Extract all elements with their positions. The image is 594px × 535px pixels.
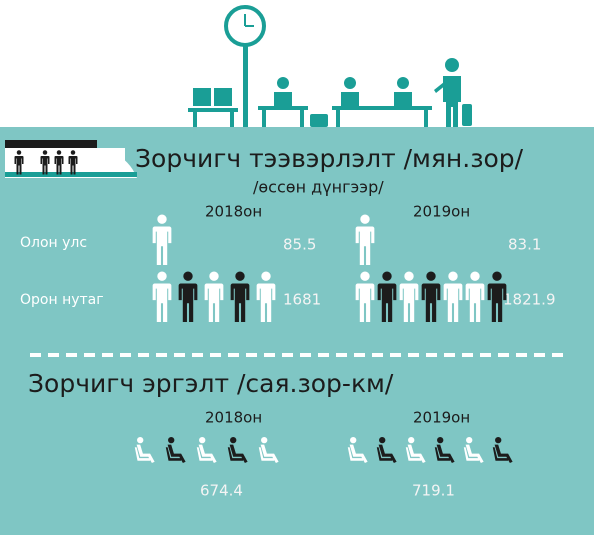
row-label: Орон нутаг — [20, 292, 104, 308]
value: 83.1 — [508, 236, 541, 254]
year-label: 2019он — [413, 409, 470, 427]
year-label: 2018он — [205, 409, 262, 427]
value: 719.1 — [412, 482, 455, 500]
section-subtitle: /өссөн дүнгээр/ — [253, 178, 384, 197]
value: 85.5 — [283, 236, 316, 254]
value: 1821.9 — [503, 291, 556, 309]
section-title: Зорчигч эргэлт /сая.зор-км/ — [28, 369, 394, 398]
year-label: 2018он — [205, 203, 262, 221]
infographic: Зорчигч тээвэрлэлт /мян.зор/ /өссөн дүнг… — [0, 0, 594, 535]
section-title: Зорчигч тээвэрлэлт /мян.зор/ — [135, 144, 524, 173]
value: 1681 — [283, 291, 321, 309]
value: 674.4 — [200, 482, 243, 500]
row-label: Олон улс — [20, 235, 87, 251]
year-label: 2019он — [413, 203, 470, 221]
